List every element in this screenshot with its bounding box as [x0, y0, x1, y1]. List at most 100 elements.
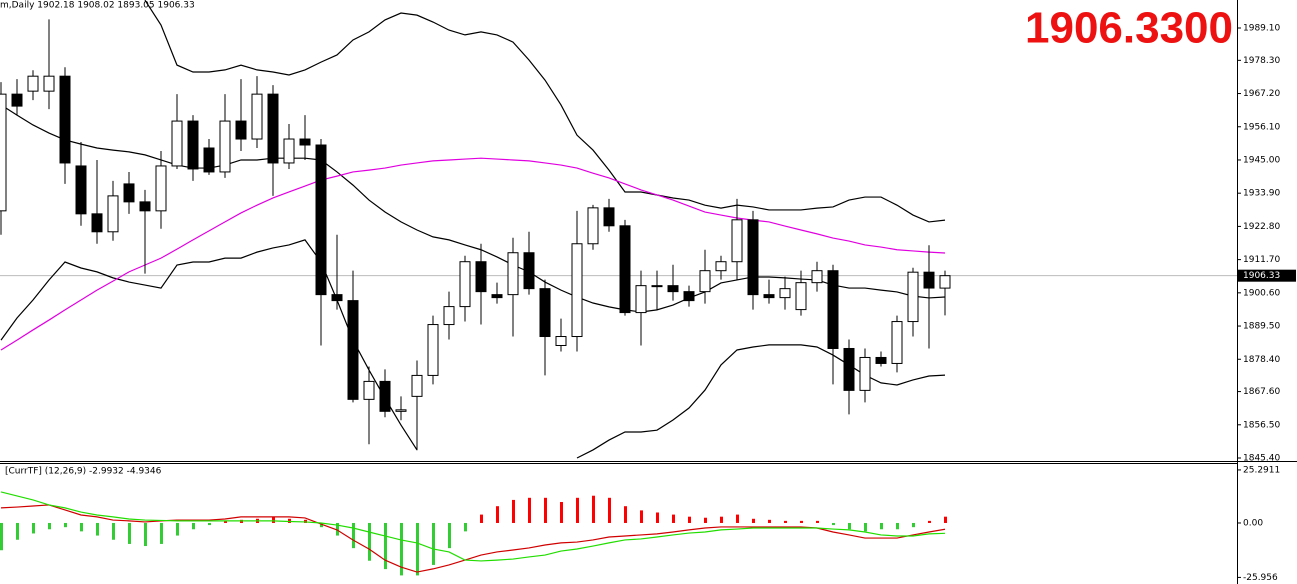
candle-body: [939, 275, 951, 289]
histogram-bar: [560, 502, 563, 523]
candle-body: [123, 183, 135, 203]
candle-body: [27, 75, 39, 92]
candle-body: [219, 120, 231, 173]
candle-body: [923, 271, 935, 289]
y-tick-label: 1867.60: [1243, 387, 1280, 397]
candle-body: [731, 219, 743, 263]
chart-header: m,Daily 1902.18 1908.02 1893.05 1906.33: [0, 1, 195, 11]
candle-body: [491, 294, 503, 299]
candle-body: [171, 120, 183, 167]
histogram-bar: [624, 506, 627, 523]
indicator-line: [0, 491, 946, 562]
candle-body: [811, 270, 823, 284]
y-tick-label: -25.956: [1243, 573, 1278, 583]
overlay-line: [0, 157, 946, 351]
candle-body: [267, 93, 279, 164]
histogram-bar: [96, 522, 99, 536]
candle-body: [283, 138, 295, 164]
candle-body: [443, 306, 455, 326]
histogram-bar: [160, 522, 163, 544]
histogram-bar: [176, 522, 179, 536]
histogram-bar: [816, 520, 819, 523]
candle-body: [683, 291, 695, 302]
candle-body: [859, 356, 871, 391]
histogram-bar: [864, 522, 867, 532]
y-tick-label: 25.2911: [1243, 465, 1280, 475]
histogram-bar: [512, 499, 515, 523]
histogram-bar: [144, 522, 147, 547]
histogram-bar: [896, 522, 899, 530]
histogram-bar: [656, 512, 659, 523]
histogram-bar: [352, 522, 355, 549]
candle-body: [299, 138, 311, 146]
histogram-bar: [80, 522, 83, 532]
candle-body: [779, 288, 791, 299]
candle-body: [875, 356, 887, 364]
candle-body: [155, 165, 167, 212]
candle-body: [459, 261, 471, 308]
y-tick-label: 1856.50: [1243, 420, 1280, 430]
candle-body: [379, 380, 391, 412]
candle-body: [347, 300, 359, 400]
histogram-bar: [112, 522, 115, 540]
y-tick-label: 1911.70: [1243, 255, 1280, 265]
histogram-bar: [544, 497, 547, 523]
y-tick-label: 1989.10: [1243, 24, 1280, 34]
histogram-bar: [848, 522, 851, 530]
y-tick-label: 1889.50: [1243, 322, 1280, 332]
histogram-bar: [320, 522, 323, 528]
candle-body: [203, 147, 215, 173]
candle-body: [651, 285, 663, 288]
y-tick-label: 1956.10: [1243, 122, 1280, 132]
histogram-bar: [272, 516, 275, 523]
candle-body: [747, 219, 759, 296]
histogram-bar: [432, 522, 435, 565]
candle-body: [187, 120, 199, 170]
candle-body: [635, 285, 647, 314]
y-tick-label: 1922.80: [1243, 222, 1280, 232]
histogram-bar: [400, 522, 403, 576]
y-tick-label: 1967.20: [1243, 89, 1280, 99]
histogram-bar: [752, 518, 755, 523]
histogram-bar: [832, 522, 835, 526]
candle-body: [907, 271, 919, 323]
candle-body: [139, 201, 151, 212]
y-tick-label: 1900.60: [1243, 288, 1280, 298]
overlay-line: [144, 0, 946, 223]
histogram-bar: [912, 522, 915, 528]
histogram-bar: [640, 510, 643, 523]
overlay-line: [0, 104, 946, 313]
candle-body: [43, 75, 55, 92]
candle-body: [667, 285, 679, 293]
histogram-bar: [496, 506, 499, 523]
candle-body: [603, 207, 615, 227]
candle-body: [427, 324, 439, 376]
candle-body: [763, 294, 775, 299]
histogram-bar: [880, 522, 883, 530]
histogram-bar: [64, 522, 67, 528]
candle-body: [251, 93, 263, 140]
candle-body: [571, 243, 583, 338]
price-display: 1906.3300: [1025, 4, 1233, 53]
histogram-bar: [928, 520, 931, 523]
histogram-bar: [16, 522, 19, 540]
candle-body: [523, 252, 535, 290]
candle-body: [699, 270, 711, 293]
candle-body: [891, 321, 903, 364]
y-tick-label: 1933.90: [1243, 189, 1280, 199]
y-tick-label: 1945.00: [1243, 155, 1280, 165]
candle-body: [107, 195, 119, 233]
candle-body: [363, 380, 375, 400]
candle-body: [91, 213, 103, 233]
histogram-bar: [608, 497, 611, 523]
histogram-bar: [208, 522, 211, 526]
histogram-bar: [768, 519, 771, 523]
histogram-bar: [384, 522, 387, 570]
histogram-bar: [688, 516, 691, 523]
candle-body: [395, 409, 407, 412]
candle-body: [555, 336, 567, 346]
histogram-bar: [192, 522, 195, 530]
histogram-bar: [784, 520, 787, 523]
histogram-bar: [944, 516, 947, 523]
